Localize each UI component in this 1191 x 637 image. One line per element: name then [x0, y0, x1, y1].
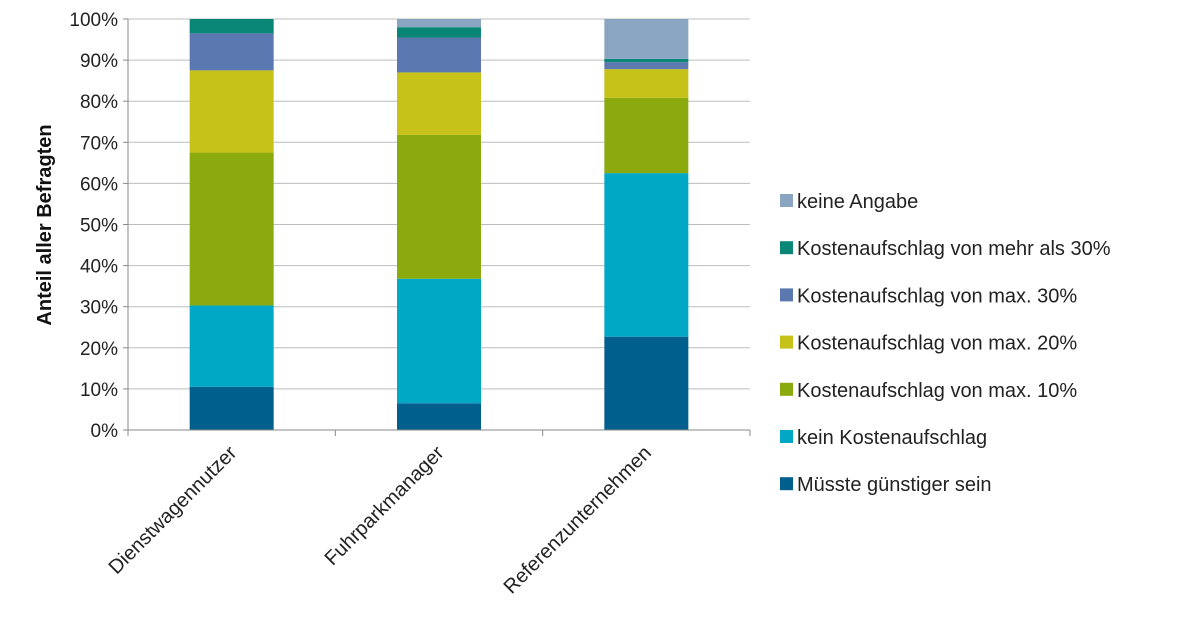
legend-swatch: [780, 382, 793, 396]
bar-segment: [397, 134, 481, 279]
bar-segment: [189, 70, 274, 153]
x-category-label: Referenzunternehmen: [500, 442, 656, 598]
bar-segment: [397, 403, 481, 430]
bar-segment: [604, 97, 689, 174]
legend-swatch: [780, 194, 793, 207]
y-tick-label: 20%: [80, 339, 118, 360]
legend-label: Kostenaufschlag von max. 10%: [797, 380, 1077, 402]
legend-label: Müsste günstiger sein: [797, 474, 992, 496]
y-tick-label: 30%: [80, 298, 118, 319]
bar-segment: [604, 69, 689, 98]
legend-swatch: [780, 477, 793, 491]
bar-segment: [604, 62, 689, 70]
bar-segment: [189, 152, 274, 306]
legend-swatch: [780, 241, 793, 255]
legend-label: Kostenaufschlag von max. 30%: [797, 285, 1077, 307]
legend-label: keine Angabe: [797, 191, 918, 213]
bar-segment: [604, 173, 689, 337]
y-tick-label: 50%: [80, 216, 118, 237]
bar-segment: [604, 19, 689, 59]
x-category-labels: Dienstwagennutzer Fuhrparkmanager Referenz…: [105, 442, 656, 599]
legend-swatch: [780, 288, 793, 302]
y-tick-label: 40%: [80, 257, 118, 278]
bar-segment: [604, 58, 689, 63]
bars: [189, 19, 689, 430]
bar-segment: [397, 37, 481, 73]
y-tick-labels: 0% 10% 20% 30% 40% 50% 60% 70% 80% 90% 100%: [69, 10, 118, 442]
y-tick-label: 10%: [80, 380, 118, 401]
legend-swatch: [780, 335, 793, 349]
bar-segment: [397, 72, 481, 135]
y-tick-label: 100%: [69, 10, 118, 31]
axes: [123, 18, 751, 436]
y-tick-label: 60%: [80, 174, 118, 195]
legend-swatch: [780, 430, 793, 443]
bar-segment: [189, 19, 274, 34]
legend: keine Angabe Kostenaufschlag von mehr als…: [780, 191, 1111, 496]
legend-label: Kostenaufschlag von max. 20%: [797, 333, 1077, 355]
y-tick-label: 0%: [91, 421, 119, 442]
y-axis-title: Anteil aller Befragten: [34, 124, 56, 325]
bar-segment: [397, 278, 481, 404]
x-category-label: Fuhrparkmanager: [321, 442, 449, 570]
legend-label: kein Kostenaufschlag: [797, 427, 987, 449]
y-tick-label: 90%: [80, 51, 118, 72]
legend-label: Kostenaufschlag von mehr als 30%: [797, 238, 1111, 260]
y-tick-label: 80%: [80, 92, 118, 113]
bar-segment: [397, 27, 481, 38]
bar-segment: [189, 305, 274, 387]
bar-segment: [189, 33, 274, 71]
bar-segment: [604, 336, 689, 430]
bar-segment: [189, 386, 274, 430]
y-tick-label: 70%: [80, 133, 118, 154]
bar-segment: [397, 19, 481, 28]
x-category-label: Dienstwagennutzer: [105, 442, 242, 579]
